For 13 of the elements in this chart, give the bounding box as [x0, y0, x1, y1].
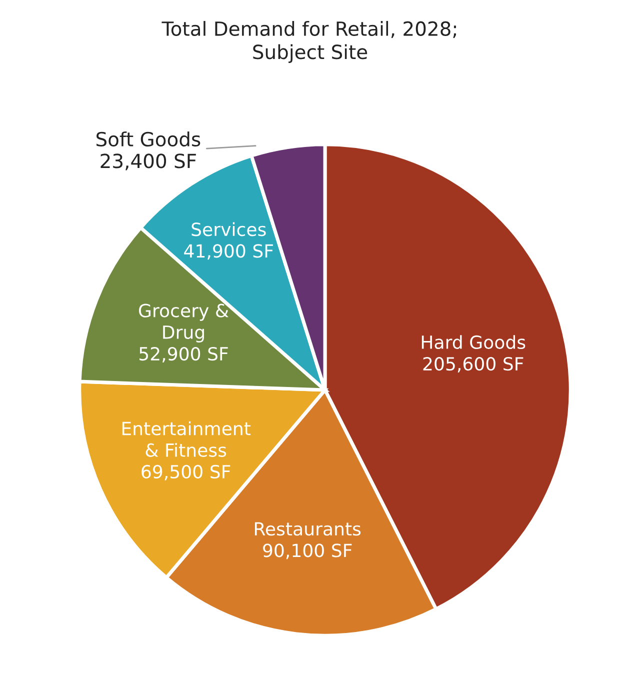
data-label: 41,900 SF [184, 244, 273, 260]
slice-label: Hard Goods [422, 335, 526, 350]
slice-label: Grocery & Drug [138, 304, 228, 343]
chart-title: Total Demand for Retail, 2028; Subject Site [162, 20, 456, 64]
slice-label: Services [192, 222, 266, 236]
data-label: 23,400 SF [100, 154, 196, 170]
slice-label: Entertainment & Fitness [122, 421, 251, 457]
data-label: 90,100 SF [263, 544, 352, 560]
slice-label: Restaurants [254, 522, 361, 536]
slice-label: Soft Goods [96, 131, 200, 147]
data-label: 69,500 SF [142, 464, 230, 480]
data-label: 52,900 SF [140, 346, 228, 362]
data-label: 205,600 SF [423, 356, 524, 372]
